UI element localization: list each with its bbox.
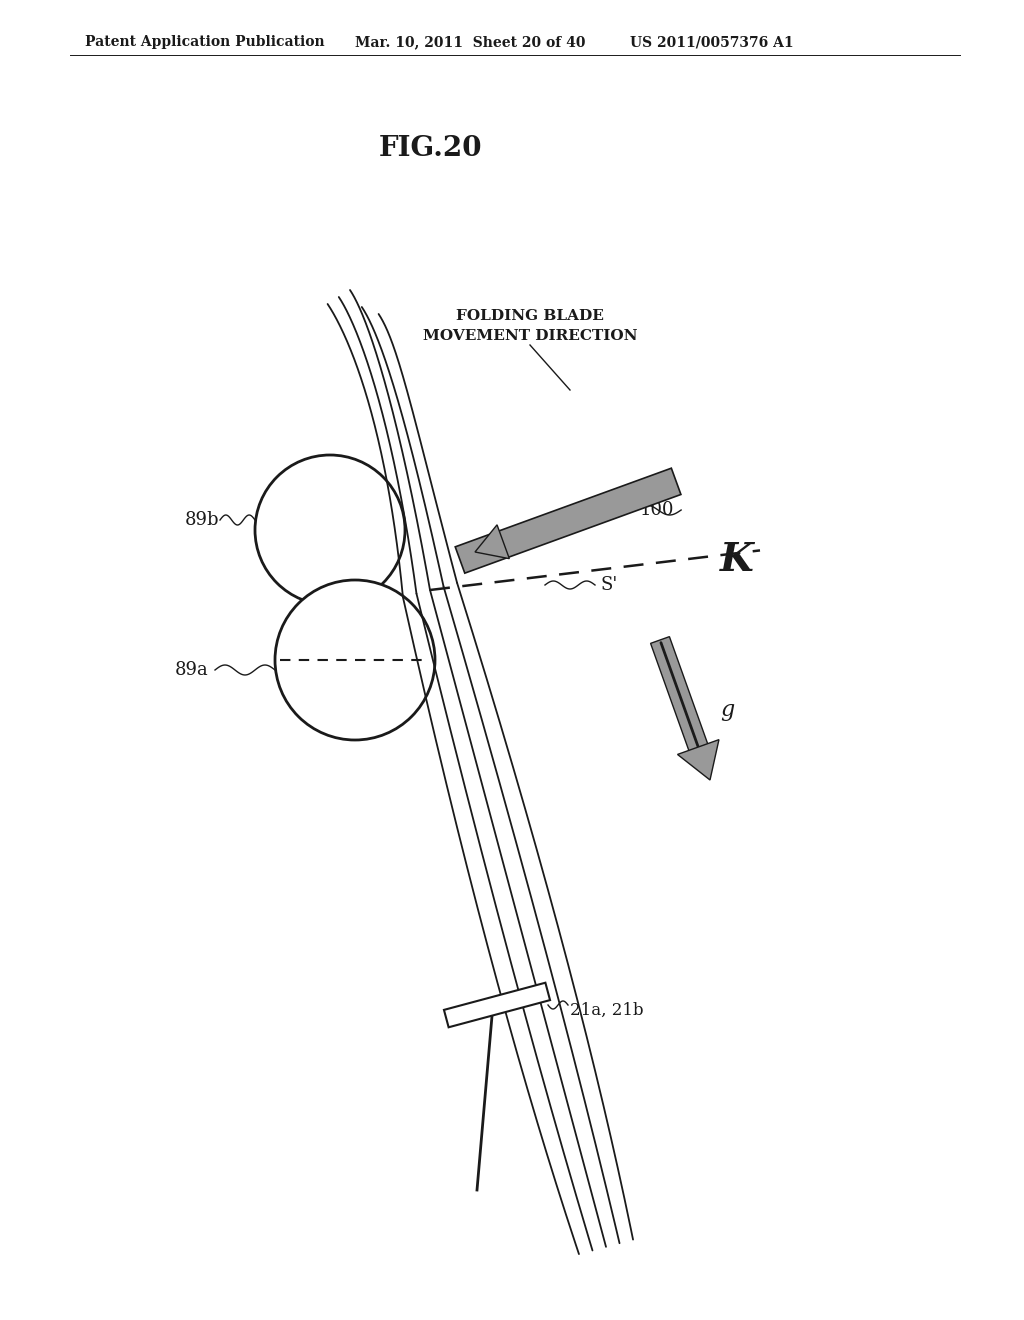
Text: Patent Application Publication: Patent Application Publication	[85, 36, 325, 49]
Polygon shape	[475, 525, 509, 558]
Text: 89b: 89b	[185, 511, 219, 529]
Polygon shape	[650, 636, 713, 764]
Text: 100: 100	[640, 502, 675, 519]
Text: 21a, 21b: 21a, 21b	[570, 1002, 644, 1019]
Text: 89a: 89a	[175, 661, 209, 678]
Circle shape	[255, 455, 406, 605]
Polygon shape	[678, 739, 719, 780]
Text: g: g	[720, 700, 734, 721]
Text: FOLDING BLADE: FOLDING BLADE	[456, 309, 604, 323]
Polygon shape	[444, 982, 550, 1027]
Polygon shape	[456, 469, 681, 573]
Text: K: K	[720, 541, 754, 579]
Text: US 2011/0057376 A1: US 2011/0057376 A1	[630, 36, 794, 49]
Text: S': S'	[600, 576, 617, 594]
Text: MOVEMENT DIRECTION: MOVEMENT DIRECTION	[423, 329, 637, 343]
Circle shape	[275, 579, 435, 741]
Text: Mar. 10, 2011  Sheet 20 of 40: Mar. 10, 2011 Sheet 20 of 40	[355, 36, 586, 49]
Text: FIG.20: FIG.20	[378, 135, 481, 162]
